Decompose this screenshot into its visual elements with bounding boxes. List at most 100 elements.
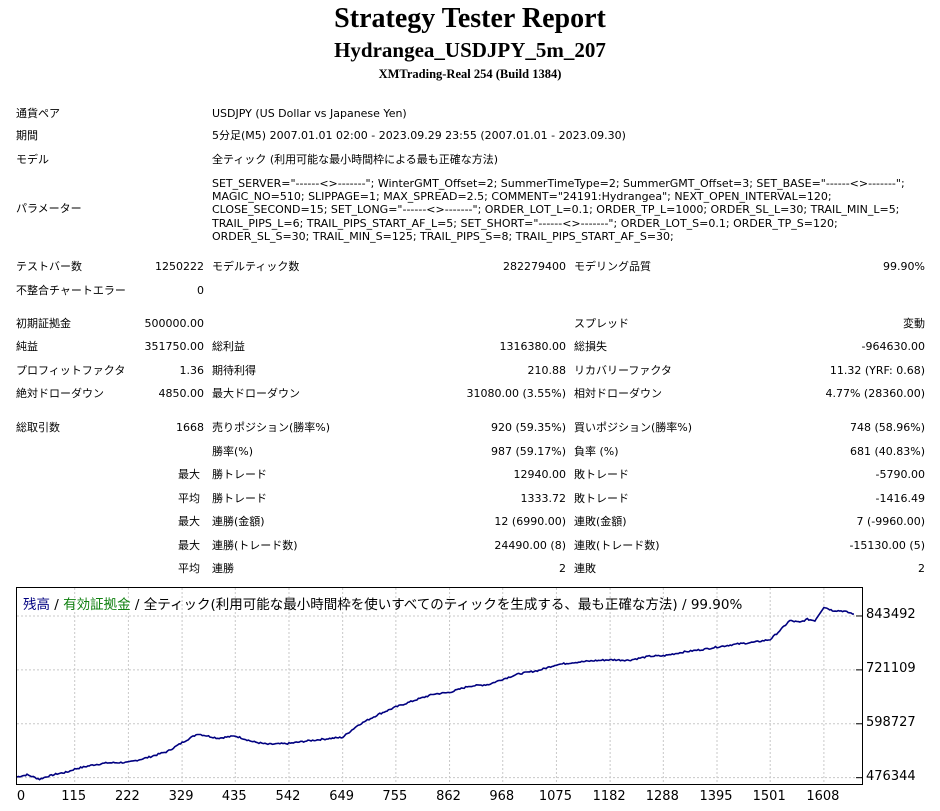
total-trades-label: 総取引数 xyxy=(16,421,60,434)
trade-row-right-label: 敗トレード xyxy=(574,492,629,505)
mismatch-value: 0 xyxy=(197,284,204,297)
ticks-value: 282279400 xyxy=(503,260,566,273)
ticks-label: モデルティック数 xyxy=(212,260,300,273)
trade-row-left-value: 12 (6990.00) xyxy=(494,515,566,528)
net-profit-label: 純益 xyxy=(16,340,38,353)
expected-payoff-value: 210.88 xyxy=(527,364,567,377)
max-drawdown-label: 最大ドローダウン xyxy=(212,387,300,400)
x-tick-label: 862 xyxy=(436,789,461,804)
trade-row-right-value: 7 (-9960.00) xyxy=(856,515,925,528)
x-tick-label: 0 xyxy=(16,789,26,804)
balance-chart-svg xyxy=(17,588,862,784)
spread-value: 変動 xyxy=(903,317,925,330)
legend-description: / 全ティック(利用可能な最小時間枠を使いすべてのティックを生成する、最も正確な… xyxy=(130,597,743,613)
symbol-label: 通貨ペア xyxy=(16,107,60,120)
x-tick-label: 649 xyxy=(329,789,355,804)
win-rate-value: 987 (59.17%) xyxy=(490,445,566,458)
trade-row-left-label: 勝トレード xyxy=(212,468,267,481)
x-tick-label: 1395 xyxy=(699,789,733,804)
balance-series-line xyxy=(17,606,855,781)
x-tick-label: 222 xyxy=(114,789,140,804)
trade-row-right-value: 2 xyxy=(918,562,925,575)
report-title: Strategy Tester Report xyxy=(334,3,606,34)
trade-row-right-label: 連敗 xyxy=(574,562,596,575)
trade-row-right-label: 連敗(トレード数) xyxy=(574,539,660,552)
balance-chart: 残高 / 有効証拠金 / 全ティック(利用可能な最小時間枠を使いすべてのティック… xyxy=(16,587,863,785)
x-tick-label: 968 xyxy=(489,789,515,804)
long-positions-value: 748 (58.96%) xyxy=(849,421,925,434)
trade-row-right-value: -1416.49 xyxy=(875,492,925,505)
trade-row-left-label: 連勝(トレード数) xyxy=(212,539,298,552)
max-drawdown-value: 31080.00 (3.55%) xyxy=(466,387,566,400)
x-tick-label: 435 xyxy=(221,789,247,804)
x-tick-label: 1075 xyxy=(538,789,572,804)
x-tick-label: 755 xyxy=(382,789,408,804)
y-tick-label: 476344 xyxy=(866,768,916,784)
mismatch-label: 不整合チャートエラー xyxy=(16,284,126,297)
x-tick-label: 115 xyxy=(61,789,87,804)
trade-row-prefix: 平均 xyxy=(178,492,200,505)
trade-row-left-label: 連勝(金額) xyxy=(212,515,265,528)
x-tick-label: 1608 xyxy=(806,789,840,804)
server-build: XMTrading-Real 254 (Build 1384) xyxy=(378,67,562,81)
net-profit-value: 351750.00 xyxy=(144,340,205,353)
period-value: 5分足(M5) 2007.01.01 02:00 - 2023.09.29 23… xyxy=(212,129,626,142)
bars-value: 1250222 xyxy=(155,260,204,273)
expected-payoff-label: 期待利得 xyxy=(212,364,256,377)
recovery-factor-label: リカバリーファクタ xyxy=(574,364,672,377)
period-label: 期間 xyxy=(16,129,38,142)
gross-loss-label: 総損失 xyxy=(574,340,607,353)
model-value: 全ティック (利用可能な最小時間枠による最も正確な方法) xyxy=(212,153,499,166)
params-label: パラメーター xyxy=(16,202,82,215)
trade-row-left-value: 1333.72 xyxy=(520,492,567,505)
loss-rate-value: 681 (40.83%) xyxy=(849,445,925,458)
trade-row-right-label: 連敗(金額) xyxy=(574,515,627,528)
spread-label: スプレッド xyxy=(574,317,629,330)
deposit-label: 初期証拠金 xyxy=(16,317,71,330)
y-tick-label: 721109 xyxy=(866,660,916,676)
x-tick-label: 329 xyxy=(168,789,194,804)
legend-balance: 残高 xyxy=(23,597,50,613)
symbol-value: USDJPY (US Dollar vs Japanese Yen) xyxy=(212,107,407,120)
ea-name: Hydrangea_USDJPY_5m_207 xyxy=(334,38,606,62)
trade-row-left-value: 12940.00 xyxy=(513,468,567,481)
x-tick-label: 1501 xyxy=(752,789,786,804)
gross-profit-value: 1316380.00 xyxy=(499,340,566,353)
recovery-factor-value: 11.32 (YRF: 0.68) xyxy=(829,364,925,377)
gross-profit-label: 総利益 xyxy=(212,340,245,353)
abs-drawdown-value: 4850.00 xyxy=(158,387,205,400)
quality-label: モデリング品質 xyxy=(574,260,651,273)
trade-row-left-label: 連勝 xyxy=(212,562,234,575)
model-label: モデル xyxy=(16,153,49,166)
trade-row-prefix: 平均 xyxy=(178,562,200,575)
trade-row-right-value: -15130.00 (5) xyxy=(849,539,925,552)
trade-row-right-value: -5790.00 xyxy=(875,468,925,481)
abs-drawdown-label: 絶対ドローダウン xyxy=(16,387,104,400)
short-positions-value: 920 (59.35%) xyxy=(490,421,566,434)
trade-row-prefix: 最大 xyxy=(178,539,200,552)
trade-row-left-value: 24490.00 (8) xyxy=(494,539,566,552)
chart-legend: 残高 / 有効証拠金 / 全ティック(利用可能な最小時間枠を使いすべてのティック… xyxy=(23,593,742,613)
legend-equity: 有効証拠金 xyxy=(63,597,131,613)
trade-row-left-label: 勝トレード xyxy=(212,492,267,505)
params-value: SET_SERVER="------<>-------"; WinterGMT_… xyxy=(212,177,905,243)
trade-row-left-value: 2 xyxy=(559,562,566,575)
x-tick-label: 542 xyxy=(275,789,301,804)
trade-row-prefix: 最大 xyxy=(178,515,200,528)
legend-separator: / xyxy=(50,597,64,613)
trade-row-right-label: 敗トレード xyxy=(574,468,629,481)
bars-label: テストバー数 xyxy=(16,260,82,273)
y-tick-label: 598727 xyxy=(866,714,916,730)
long-positions-label: 買いポジション(勝率%) xyxy=(574,421,693,434)
gross-loss-value: -964630.00 xyxy=(861,340,925,353)
profit-factor-value: 1.36 xyxy=(179,364,205,377)
short-positions-label: 売りポジション(勝率%) xyxy=(212,421,331,434)
loss-rate-label: 負率 (%) xyxy=(574,445,619,458)
x-tick-label: 1182 xyxy=(592,789,626,804)
rel-drawdown-value: 4.77% (28360.00) xyxy=(825,387,925,400)
profit-factor-label: プロフィットファクタ xyxy=(16,364,126,377)
x-tick-label: 1288 xyxy=(645,789,679,804)
quality-value: 99.90% xyxy=(883,260,925,273)
trade-row-prefix: 最大 xyxy=(178,468,200,481)
y-tick-label: 843492 xyxy=(866,606,916,622)
